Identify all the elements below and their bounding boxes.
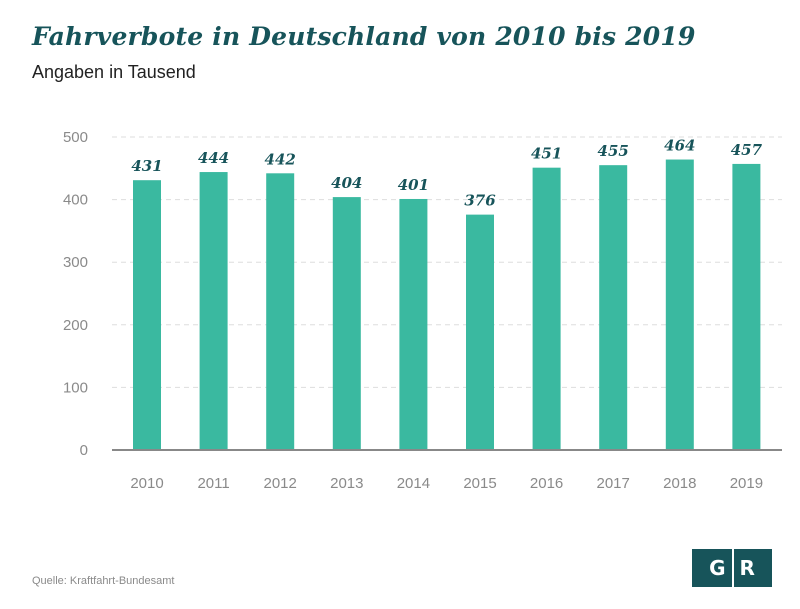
- x-tick-label: 2014: [397, 475, 430, 492]
- y-tick-label: 100: [63, 379, 88, 396]
- data-label: 442: [265, 150, 296, 168]
- bar: [732, 163, 761, 450]
- y-tick-label: 200: [63, 317, 88, 334]
- chart-title: Fahrverbote in Deutschland von 2010 bis …: [32, 22, 696, 51]
- x-tick-label: 2019: [730, 475, 763, 492]
- logo-divider: [731, 549, 734, 587]
- data-label: 451: [531, 145, 562, 163]
- data-label: 431: [131, 157, 162, 175]
- data-label: 457: [731, 141, 763, 159]
- logo-letter-r: R: [739, 556, 755, 580]
- y-tick-label: 0: [80, 442, 88, 459]
- y-tick-label: 400: [63, 192, 88, 209]
- bar: [399, 198, 428, 450]
- brand-logo: G R: [692, 549, 772, 587]
- x-tick-label: 2010: [130, 475, 163, 492]
- bars: [133, 159, 761, 451]
- labels: 0 100 200 300 400 500 431 2010 444 2011 442 2012 404…: [63, 129, 763, 492]
- y-tick-label: 500: [63, 129, 88, 146]
- data-label: 444: [198, 149, 229, 167]
- data-label: 404: [331, 174, 362, 192]
- data-label: 401: [398, 176, 429, 194]
- bar: [466, 214, 494, 450]
- data-label: 376: [464, 192, 496, 210]
- x-tick-label: 2015: [463, 475, 496, 492]
- source-note: Quelle: Kraftfahrt-Bundesamt: [32, 575, 175, 587]
- chart-subtitle: Angaben in Tausend: [32, 62, 196, 82]
- logo-letter-g: G: [709, 556, 726, 580]
- bar: [266, 173, 295, 451]
- data-label: 455: [598, 142, 629, 160]
- x-tick-label: 2013: [330, 475, 363, 492]
- y-tick-label: 300: [63, 254, 88, 271]
- x-tick-label: 2012: [264, 475, 297, 492]
- bar: [133, 180, 161, 450]
- bar: [332, 197, 361, 450]
- x-tick-label: 2016: [530, 475, 563, 492]
- data-label: 464: [664, 137, 695, 155]
- x-tick-label: 2017: [597, 475, 630, 492]
- bar: [599, 165, 628, 451]
- x-tick-label: 2018: [663, 475, 696, 492]
- bar: [665, 159, 694, 450]
- x-tick-label: 2011: [197, 475, 229, 492]
- bar: [532, 167, 561, 450]
- bar: [199, 172, 228, 450]
